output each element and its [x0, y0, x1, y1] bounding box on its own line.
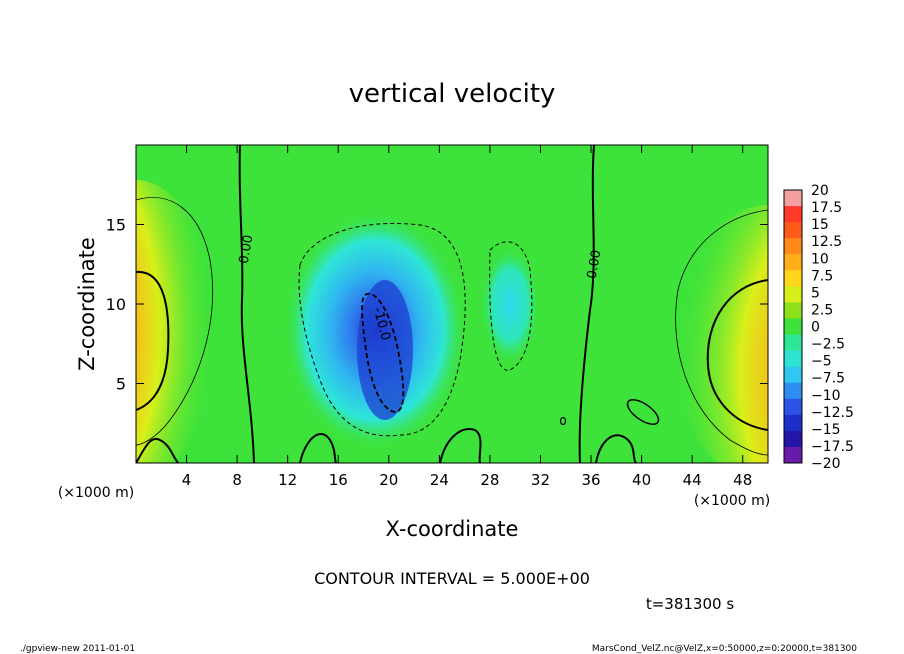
contour-zero-bottom-2: [299, 433, 337, 463]
x-tick-label: 8: [232, 471, 242, 489]
contour-label-left: 0.00: [237, 234, 257, 265]
contour-interval: CONTOUR INTERVAL = 5.000E+00: [314, 569, 590, 588]
footer-left: ./gpview-new 2011-01-01: [20, 644, 135, 654]
colorbar-label: 7.5: [811, 268, 833, 284]
colorbar-label: −7.5: [811, 371, 845, 387]
colorbar-swatch: [784, 238, 802, 255]
colorbar-swatch: [784, 334, 802, 352]
colorbar-swatch: [784, 366, 802, 384]
colorbar-swatch: [784, 270, 802, 287]
x-unit-left: (×1000 m): [58, 485, 134, 501]
colorbar-label: 0: [811, 320, 820, 336]
colorbar-label: 12.5: [811, 234, 842, 250]
colorbar-label: −10: [811, 388, 841, 404]
contour-zero-right: [578, 145, 595, 463]
y-axis-label: Z-coordinate: [75, 237, 99, 371]
colorbar-frame: [783, 189, 803, 464]
colorbar-swatch: [784, 414, 802, 432]
colorbar-swatch: [784, 398, 802, 416]
contour-zero-bottom-3: [439, 428, 482, 463]
x-axis-label: X-coordinate: [386, 517, 519, 541]
colorbar-swatch: [784, 382, 802, 400]
field-downdraft-core: [357, 280, 413, 420]
plot-area: 0.00 0.00 -10.0: [136, 145, 768, 463]
colorbar-label: −12.5: [811, 405, 854, 421]
x-tick-label: 44: [683, 471, 702, 489]
x-tick-label: 28: [480, 471, 499, 489]
colorbar-label: 10: [811, 251, 829, 267]
x-tick-label: 12: [278, 471, 297, 489]
x-unit-right: (×1000 m): [694, 493, 770, 509]
colorbar-label: −2.5: [811, 337, 845, 353]
contour-10-left: [136, 270, 170, 411]
x-tick-label: 40: [632, 471, 651, 489]
contour-10-right: [706, 279, 768, 431]
x-tick-label: 24: [430, 471, 449, 489]
colorbar-swatch: [784, 254, 802, 271]
colorbar-label: 20: [811, 183, 829, 199]
colorbar-swatch: [784, 286, 802, 303]
colorbar-swatch: [784, 318, 802, 336]
colorbar-swatch: [784, 222, 802, 239]
colorbar-swatch: [784, 350, 802, 368]
chart-title: vertical velocity: [349, 79, 556, 109]
colorbar-label: 5: [811, 285, 820, 301]
colorbar-label: −17.5: [811, 439, 854, 455]
colorbar-label: −15: [811, 422, 841, 438]
contour-zero-bottom-4: [595, 434, 637, 463]
y-tick-label: 15: [106, 216, 126, 235]
x-tick-label: 4: [182, 471, 192, 489]
colorbar-swatch: [784, 190, 802, 207]
contour-zero-bottom-1: [136, 437, 179, 463]
colorbar-label: 15: [811, 217, 829, 233]
colorbar-swatch: [784, 206, 802, 223]
contour-neg10: [361, 292, 405, 413]
field-right-updraft: [673, 205, 768, 463]
time-label: t=381300 s: [646, 595, 734, 613]
footer-right: MarsCond_VelZ.nc@VelZ,x=0:50000,z=0:2000…: [592, 644, 857, 654]
y-axis: 5 10 15: [106, 216, 768, 394]
contour-5-right: [675, 209, 768, 456]
contour-label-right: 0.00: [585, 249, 605, 280]
contour-zero-left: [238, 145, 255, 463]
colorbar-label: −20: [811, 456, 841, 472]
colorbar-label: 17.5: [811, 200, 842, 216]
x-tick-label: 32: [531, 471, 550, 489]
contour-neg5-main: [298, 222, 466, 437]
y-tick-label: 5: [116, 375, 126, 394]
colorbar-swatch: [784, 430, 802, 448]
x-tick-label: 16: [329, 471, 348, 489]
contour-small-island: [559, 416, 567, 426]
colorbar-label: −5: [811, 354, 832, 370]
y-tick-label: 10: [106, 295, 126, 314]
contour-zero-island: [626, 399, 660, 425]
x-axis: 4 8 12 16 20 24 28 32 36 40 44 48: [182, 145, 752, 489]
contour-neg5-east: [489, 241, 533, 371]
x-tick-label: 48: [733, 471, 752, 489]
x-tick-label: 36: [581, 471, 600, 489]
colorbar-label: 2.5: [811, 302, 833, 318]
colorbar-swatch: [784, 446, 802, 464]
contour-5-left: [136, 197, 213, 446]
field-weak-downdraft: [480, 245, 540, 365]
x-tick-label: 20: [379, 471, 398, 489]
colorbar-swatch: [784, 302, 802, 319]
